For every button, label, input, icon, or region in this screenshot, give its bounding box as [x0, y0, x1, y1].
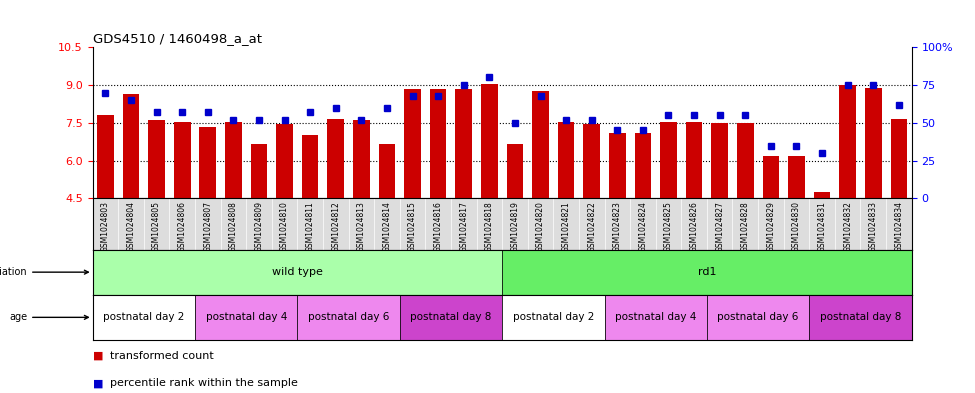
- Bar: [225, 121, 242, 198]
- Bar: [174, 121, 190, 198]
- Text: GSM1024831: GSM1024831: [818, 201, 827, 252]
- Text: postnatal day 2: postnatal day 2: [513, 312, 594, 322]
- Text: GDS4510 / 1460498_a_at: GDS4510 / 1460498_a_at: [93, 31, 261, 44]
- Text: GSM1024810: GSM1024810: [280, 201, 289, 252]
- Bar: [297, 295, 400, 340]
- Text: GSM1024820: GSM1024820: [536, 201, 545, 252]
- Text: ■: ■: [93, 351, 106, 361]
- Text: GSM1024808: GSM1024808: [229, 201, 238, 252]
- Text: GSM1024833: GSM1024833: [869, 201, 878, 252]
- Bar: [405, 89, 421, 198]
- Bar: [195, 295, 297, 340]
- Text: GSM1024816: GSM1024816: [434, 201, 443, 252]
- Text: percentile rank within the sample: percentile rank within the sample: [110, 378, 298, 388]
- Bar: [400, 295, 502, 340]
- Bar: [839, 85, 856, 198]
- Text: GSM1024814: GSM1024814: [382, 201, 391, 252]
- Text: GSM1024805: GSM1024805: [152, 201, 161, 252]
- Text: postnatal day 4: postnatal day 4: [206, 312, 287, 322]
- Text: GSM1024803: GSM1024803: [101, 201, 110, 252]
- Bar: [502, 295, 604, 340]
- Bar: [328, 119, 344, 198]
- Bar: [604, 295, 707, 340]
- Bar: [660, 121, 677, 198]
- Text: GSM1024834: GSM1024834: [894, 201, 903, 252]
- Bar: [93, 250, 502, 295]
- Text: GSM1024822: GSM1024822: [587, 201, 596, 252]
- Text: wild type: wild type: [272, 267, 323, 277]
- Bar: [788, 156, 804, 198]
- Bar: [93, 295, 195, 340]
- Text: rd1: rd1: [698, 267, 716, 277]
- Bar: [809, 295, 912, 340]
- Bar: [737, 123, 754, 198]
- Text: GSM1024815: GSM1024815: [409, 201, 417, 252]
- Bar: [685, 121, 702, 198]
- Bar: [762, 156, 779, 198]
- Bar: [251, 144, 267, 198]
- Bar: [635, 133, 651, 198]
- Text: GSM1024832: GSM1024832: [843, 201, 852, 252]
- Bar: [507, 144, 524, 198]
- Text: GSM1024804: GSM1024804: [127, 201, 136, 252]
- Text: postnatal day 8: postnatal day 8: [410, 312, 491, 322]
- Bar: [865, 88, 881, 198]
- Bar: [481, 84, 497, 198]
- Bar: [353, 120, 370, 198]
- Text: GSM1024827: GSM1024827: [716, 201, 724, 252]
- Bar: [430, 89, 447, 198]
- Bar: [148, 120, 165, 198]
- Text: GSM1024807: GSM1024807: [204, 201, 213, 252]
- Bar: [502, 250, 912, 295]
- Text: postnatal day 6: postnatal day 6: [308, 312, 389, 322]
- Bar: [707, 295, 809, 340]
- Text: postnatal day 6: postnatal day 6: [718, 312, 799, 322]
- Text: GSM1024811: GSM1024811: [306, 201, 315, 252]
- Bar: [532, 91, 549, 198]
- Text: GSM1024813: GSM1024813: [357, 201, 366, 252]
- Text: GSM1024826: GSM1024826: [689, 201, 698, 252]
- Text: GSM1024824: GSM1024824: [639, 201, 647, 252]
- Text: GSM1024830: GSM1024830: [792, 201, 800, 252]
- Bar: [302, 136, 319, 198]
- Text: GSM1024809: GSM1024809: [254, 201, 263, 252]
- Text: ■: ■: [93, 378, 106, 388]
- Text: transformed count: transformed count: [110, 351, 214, 361]
- Text: GSM1024818: GSM1024818: [485, 201, 493, 252]
- Bar: [890, 119, 907, 198]
- Bar: [200, 127, 216, 198]
- Text: postnatal day 8: postnatal day 8: [820, 312, 901, 322]
- Bar: [98, 115, 114, 198]
- Bar: [123, 94, 139, 198]
- Text: postnatal day 4: postnatal day 4: [615, 312, 696, 322]
- Bar: [558, 121, 574, 198]
- Text: GSM1024828: GSM1024828: [741, 201, 750, 252]
- Bar: [455, 89, 472, 198]
- Bar: [378, 144, 395, 198]
- Text: age: age: [9, 312, 89, 322]
- Text: GSM1024821: GSM1024821: [562, 201, 570, 252]
- Text: GSM1024806: GSM1024806: [177, 201, 186, 252]
- Bar: [609, 133, 626, 198]
- Text: GSM1024819: GSM1024819: [511, 201, 520, 252]
- Bar: [814, 192, 831, 198]
- Bar: [712, 123, 728, 198]
- Text: genotype/variation: genotype/variation: [0, 267, 89, 277]
- Text: postnatal day 2: postnatal day 2: [103, 312, 184, 322]
- Bar: [276, 124, 292, 198]
- Bar: [583, 124, 600, 198]
- Text: GSM1024825: GSM1024825: [664, 201, 673, 252]
- Text: GSM1024823: GSM1024823: [613, 201, 622, 252]
- Text: GSM1024817: GSM1024817: [459, 201, 468, 252]
- Text: GSM1024829: GSM1024829: [766, 201, 775, 252]
- Text: GSM1024812: GSM1024812: [332, 201, 340, 252]
